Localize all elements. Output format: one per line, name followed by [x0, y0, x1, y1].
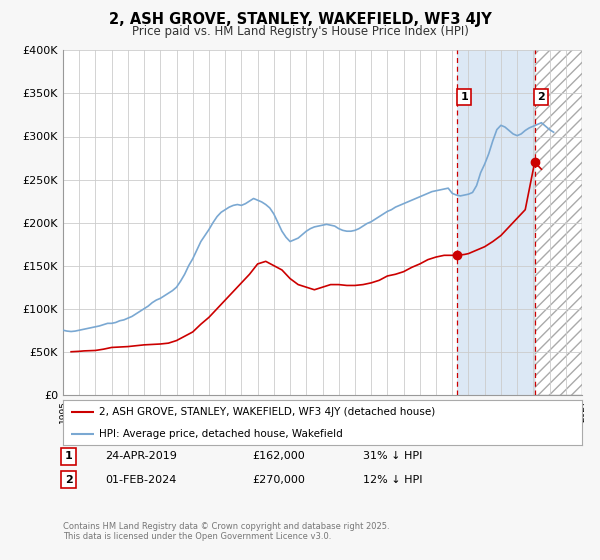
Text: HPI: Average price, detached house, Wakefield: HPI: Average price, detached house, Wake… [100, 429, 343, 439]
Text: 2, ASH GROVE, STANLEY, WAKEFIELD, WF3 4JY (detached house): 2, ASH GROVE, STANLEY, WAKEFIELD, WF3 4J… [100, 408, 436, 418]
Text: 1: 1 [65, 451, 73, 461]
Text: 01-FEB-2024: 01-FEB-2024 [105, 475, 176, 485]
Text: 2: 2 [538, 92, 545, 102]
Text: 2, ASH GROVE, STANLEY, WAKEFIELD, WF3 4JY: 2, ASH GROVE, STANLEY, WAKEFIELD, WF3 4J… [109, 12, 491, 27]
Text: £162,000: £162,000 [252, 451, 305, 461]
Bar [457, 50, 535, 395]
Text: Contains HM Land Registry data © Crown copyright and database right 2025.
This d: Contains HM Land Registry data © Crown c… [63, 522, 389, 542]
Text: £270,000: £270,000 [252, 475, 305, 485]
Text: 2: 2 [65, 475, 73, 485]
Text: 12% ↓ HPI: 12% ↓ HPI [363, 475, 422, 485]
Text: 31% ↓ HPI: 31% ↓ HPI [363, 451, 422, 461]
Bar [535, 50, 582, 395]
Text: 24-APR-2019: 24-APR-2019 [105, 451, 177, 461]
Text: Price paid vs. HM Land Registry's House Price Index (HPI): Price paid vs. HM Land Registry's House … [131, 25, 469, 38]
Text: 1: 1 [460, 92, 468, 102]
